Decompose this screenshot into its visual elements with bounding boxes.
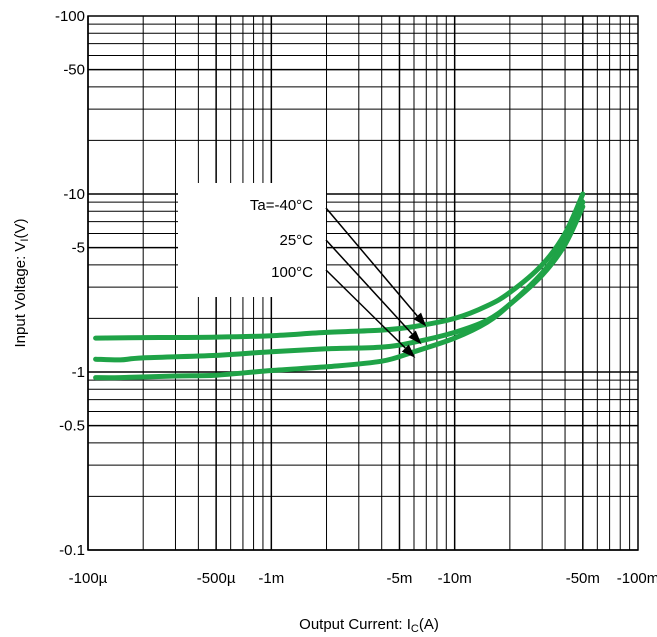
annotation-arrowhead bbox=[413, 312, 427, 327]
annotation-label: 25°C bbox=[279, 232, 313, 249]
grid-minor-lines bbox=[88, 16, 638, 550]
annotation-arrow-line bbox=[325, 207, 418, 317]
x-axis-title: Output Current: IC(A) bbox=[299, 616, 439, 635]
x-tick-labels: -100µ -500µ -1m -5m -10m -50m -100m bbox=[69, 570, 657, 587]
x-tick-label: -100m bbox=[617, 570, 657, 587]
y-axis-title-unit: (V) bbox=[12, 219, 29, 239]
plot-frame bbox=[87, 15, 639, 551]
y-axis-title: Input Voltage: VI(V) bbox=[12, 219, 31, 348]
annotation-arrow-line bbox=[325, 269, 406, 349]
x-axis-title-subscript: C bbox=[411, 623, 419, 635]
x-tick-label: -50m bbox=[566, 570, 600, 587]
annotation-label: 100°C bbox=[271, 264, 313, 281]
annotation-arrowhead bbox=[408, 330, 422, 345]
y-tick-label: -50 bbox=[63, 62, 85, 79]
x-tick-label: -500µ bbox=[197, 570, 236, 587]
annotation-box-background bbox=[178, 183, 326, 297]
annotation-label: Ta=-40°C bbox=[250, 197, 313, 214]
annotation-arrowhead bbox=[401, 344, 416, 358]
y-axis-title-subscript: I bbox=[19, 239, 31, 242]
y-tick-labels: -100 -50 -10 -5 -1 -0.5 -0.1 bbox=[55, 8, 85, 559]
series-line bbox=[93, 191, 586, 341]
series-lines bbox=[93, 191, 586, 381]
x-tick-label: -1m bbox=[258, 570, 284, 587]
y-tick-label: -5 bbox=[72, 240, 85, 257]
y-tick-label: -100 bbox=[55, 8, 85, 25]
annotation-arrows bbox=[325, 207, 427, 358]
x-axis-title-unit: (A) bbox=[419, 616, 439, 633]
y-tick-label: -1 bbox=[72, 364, 85, 381]
y-tick-label: -10 bbox=[63, 186, 85, 203]
x-axis-title-main: Output Current: I bbox=[299, 616, 411, 633]
x-tick-label: -10m bbox=[438, 570, 472, 587]
x-tick-label: -5m bbox=[387, 570, 413, 587]
y-tick-label: -0.5 bbox=[59, 418, 85, 435]
series-line bbox=[93, 199, 586, 381]
y-tick-label: -0.1 bbox=[59, 542, 85, 559]
annotation-box: Ta=-40°C 25°C 100°C bbox=[178, 183, 326, 297]
y-axis-title-main: Input Voltage: V bbox=[12, 242, 29, 348]
annotation-arrow-line bbox=[325, 239, 413, 335]
x-tick-label: -100µ bbox=[69, 570, 108, 587]
